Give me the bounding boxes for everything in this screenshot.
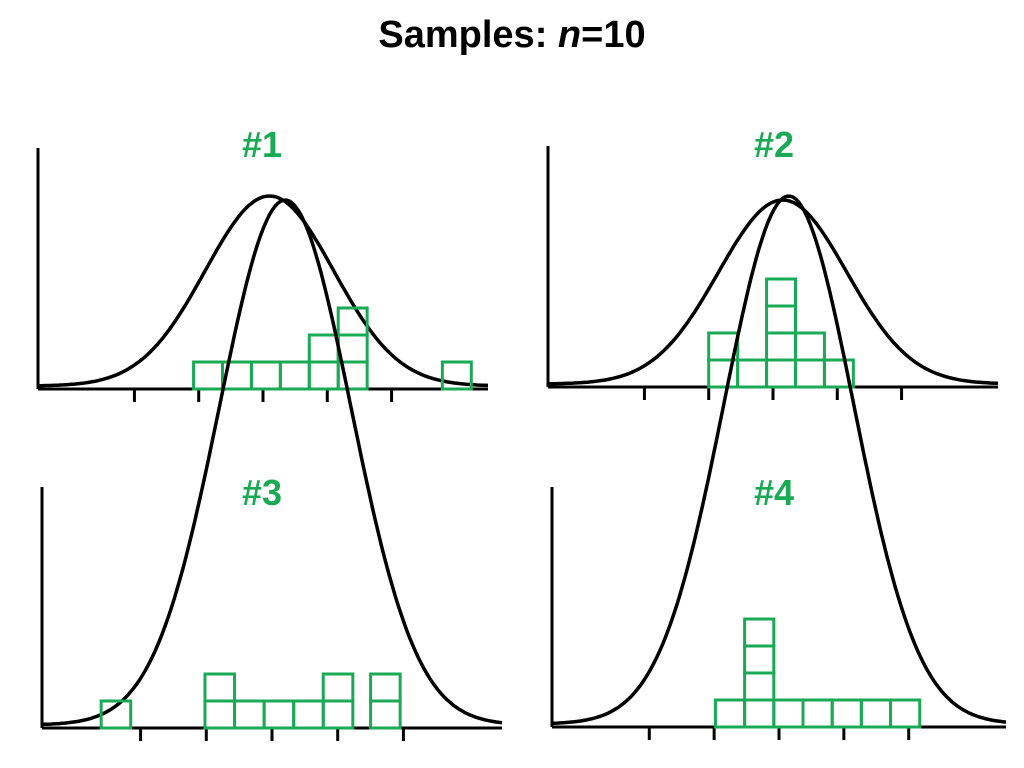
sample-box [278,360,311,391]
panel-title: #3 [242,472,282,513]
sample-box [292,699,325,730]
normal-curve [547,198,999,386]
sample-box [369,672,402,703]
sample-box [307,360,340,391]
normal-curve [41,198,503,727]
sample-box [801,698,834,729]
sample-box [307,333,340,364]
sample-box [743,698,776,729]
normal-curve [551,194,1007,726]
sample-box [743,644,776,675]
sample-box [830,698,863,729]
sample-box [794,331,826,362]
title-variable: n [557,14,582,56]
sample-box [99,699,133,730]
panel-title: #2 [754,124,794,165]
sample-box [889,698,922,729]
page-title: Samples: n=10 [0,14,1024,57]
sample-box [765,277,797,308]
sample-box [765,331,797,362]
sample-box [772,698,805,729]
sample-box [743,671,776,702]
sample-box [249,360,282,391]
sample-box [336,306,369,337]
panel-title: #4 [754,472,794,513]
sample-box [765,358,797,389]
panel-title: #1 [242,124,282,165]
sample-box [369,699,402,730]
sample-box [203,699,237,730]
sample-box [707,331,740,362]
title-suffix: =10 [581,14,646,56]
sample-box [262,699,296,730]
sample-box [440,360,473,391]
sample-box [743,617,776,648]
sample-box [794,358,826,389]
sample-box [336,333,369,364]
sample-box [192,360,224,391]
sample-box [321,699,355,730]
sample-box [822,358,855,389]
sample-box [765,304,797,335]
title-prefix: Samples: [378,14,558,56]
sample-box [203,672,237,703]
sample-box [321,672,355,703]
sample-box [233,699,266,730]
sample-box [713,698,747,729]
sample-box [859,698,893,729]
sample-box [736,358,769,389]
normal-curve [38,194,489,388]
